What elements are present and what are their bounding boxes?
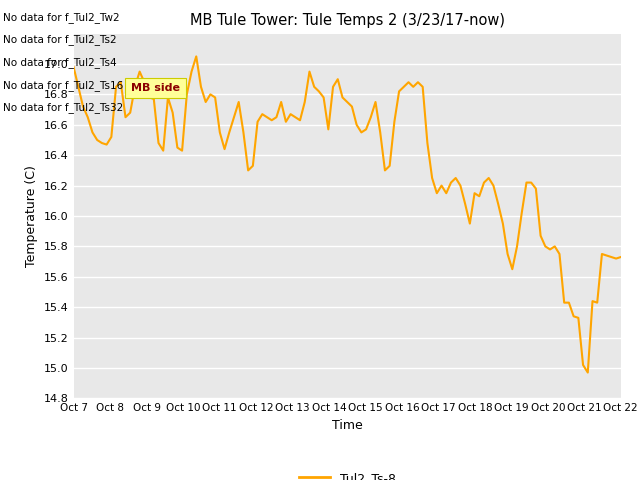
Text: No data for f_Tul2_Tw2: No data for f_Tul2_Tw2 (3, 12, 120, 23)
Text: No data for f_Tul2_Ts4: No data for f_Tul2_Ts4 (3, 57, 117, 68)
X-axis label: Time: Time (332, 419, 363, 432)
Y-axis label: Temperature (C): Temperature (C) (26, 165, 38, 267)
Text: No data for f_Tul2_Ts2: No data for f_Tul2_Ts2 (3, 35, 117, 46)
Legend: Tul2_Ts-8: Tul2_Ts-8 (294, 467, 401, 480)
Text: MB side: MB side (131, 84, 180, 93)
Title: MB Tule Tower: Tule Temps 2 (3/23/17-now): MB Tule Tower: Tule Temps 2 (3/23/17-now… (189, 13, 505, 28)
Text: No data for f_Tul2_Ts16: No data for f_Tul2_Ts16 (3, 80, 124, 91)
Text: No data for f_Tul2_Ts32: No data for f_Tul2_Ts32 (3, 102, 124, 113)
